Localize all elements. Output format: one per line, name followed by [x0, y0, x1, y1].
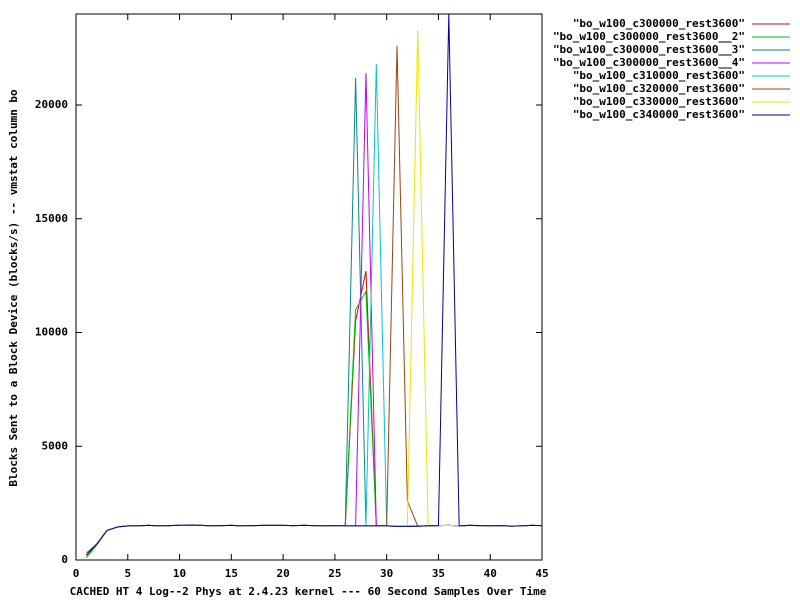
- y-tick-label: 5000: [42, 439, 69, 452]
- y-tick-label: 0: [61, 553, 68, 566]
- x-axis-label: CACHED HT 4 Log--2 Phys at 2.4.23 kernel…: [70, 585, 547, 598]
- legend-label: "bo_w100_c300000_rest3600__4": [553, 56, 745, 69]
- x-tick-label: 35: [432, 567, 445, 580]
- plot-lines: [85, 14, 542, 559]
- legend-label: "bo_w100_c340000_rest3600": [573, 108, 745, 121]
- y-axis-label: Blocks Sent to a Block Device (blocks/s)…: [7, 89, 20, 487]
- x-tick-label: 40: [484, 567, 497, 580]
- series-line: [85, 77, 542, 556]
- legend-label: "bo_w100_c320000_rest3600": [573, 82, 745, 95]
- x-tick-label: 45: [535, 567, 548, 580]
- y-tick-label: 20000: [35, 98, 68, 111]
- series-line: [85, 45, 542, 556]
- x-tick-label: 30: [380, 567, 393, 580]
- x-tick-label: 5: [124, 567, 131, 580]
- series-line: [85, 289, 542, 559]
- series-line: [85, 73, 542, 556]
- x-tick-label: 10: [173, 567, 186, 580]
- series-line: [86, 270, 542, 554]
- legend-label: "bo_w100_c330000_rest3600": [573, 95, 745, 108]
- y-tick-label: 10000: [35, 326, 68, 339]
- series-line: [85, 29, 542, 556]
- legend-label: "bo_w100_c300000_rest3600": [573, 17, 745, 30]
- plot-border: [75, 13, 543, 561]
- y-tick-label: 15000: [35, 212, 68, 225]
- x-tick-label: 25: [328, 567, 341, 580]
- legend-label: "bo_w100_c310000_rest3600": [573, 69, 745, 82]
- x-tick-label: 20: [276, 567, 289, 580]
- x-tick-label: 15: [225, 567, 238, 580]
- x-tick-label: 0: [73, 567, 80, 580]
- series-line: [85, 14, 542, 556]
- legend-label: "bo_w100_c300000_rest3600__2": [553, 30, 745, 43]
- legend-label: "bo_w100_c300000_rest3600__3": [553, 43, 745, 56]
- series-line: [85, 64, 542, 556]
